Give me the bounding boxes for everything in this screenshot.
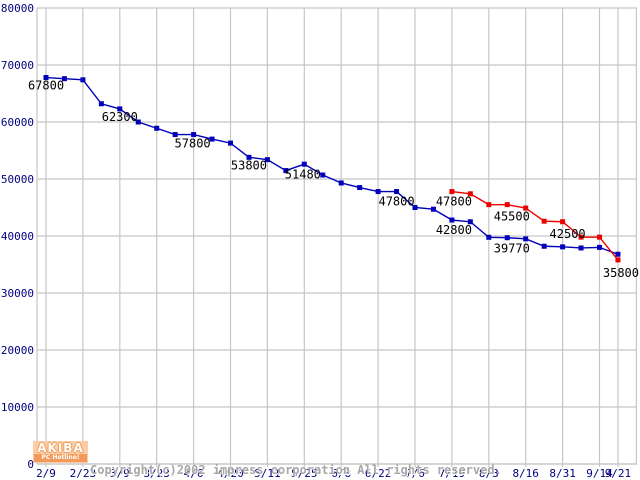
x-axis-label: 8/3 bbox=[479, 467, 499, 480]
point-value-label: 57800 bbox=[175, 137, 211, 151]
price-series-blue-marker bbox=[61, 76, 67, 82]
price-series-blue-marker bbox=[394, 189, 400, 195]
price-series-red-marker bbox=[615, 257, 621, 263]
point-value-label: 51480 bbox=[285, 168, 321, 182]
y-axis-label: 70000 bbox=[1, 59, 34, 72]
price-series-blue-marker bbox=[283, 168, 289, 174]
x-axis-label: 4/6 bbox=[184, 467, 204, 480]
price-series-red-marker bbox=[467, 191, 473, 197]
point-value-label: 67800 bbox=[28, 79, 64, 93]
price-series-red-marker bbox=[504, 202, 510, 208]
price-series-red-marker bbox=[560, 219, 566, 225]
price-series-red-marker bbox=[597, 234, 602, 240]
y-axis-label: 0 bbox=[27, 458, 34, 471]
price-series-blue-marker bbox=[80, 77, 86, 83]
price-series-red-marker bbox=[541, 218, 547, 224]
price-series-blue-marker bbox=[375, 189, 381, 195]
price-series-blue-marker bbox=[228, 140, 233, 146]
y-axis-label: 10000 bbox=[1, 401, 34, 414]
point-value-label: 35800 bbox=[603, 266, 639, 280]
price-series-blue-marker bbox=[357, 185, 363, 191]
point-value-label: 45500 bbox=[494, 210, 530, 224]
price-series-blue-marker bbox=[430, 206, 436, 212]
x-axis-label: 3/23 bbox=[143, 467, 170, 480]
price-series-red-marker bbox=[449, 189, 455, 195]
x-axis-label: 6/22 bbox=[365, 467, 392, 480]
x-axis-label: 5/25 bbox=[291, 467, 318, 480]
price-series-blue-marker bbox=[578, 245, 584, 251]
price-series-red-line bbox=[451, 190, 619, 261]
x-axis-label: 7/6 bbox=[405, 467, 425, 480]
point-value-label: 42500 bbox=[550, 227, 586, 241]
x-axis-label: 4/20 bbox=[217, 467, 244, 480]
price-series-blue-marker bbox=[246, 154, 252, 160]
price-series-blue-marker bbox=[172, 132, 178, 138]
price-series-blue-marker bbox=[135, 119, 141, 125]
price-series-blue-marker bbox=[43, 75, 49, 81]
price-series-blue-line bbox=[45, 76, 619, 255]
logo-pc-hotline-text: PC Hotline! bbox=[34, 454, 87, 462]
price-series-blue-marker bbox=[209, 136, 215, 142]
akiba-logo: AKIBA PC Hotline! bbox=[33, 441, 88, 463]
x-axis-label: 9/14 bbox=[586, 467, 613, 480]
y-axis-label: 50000 bbox=[1, 173, 34, 186]
x-axis-label: 9/21 bbox=[605, 467, 632, 480]
y-axis-label: 20000 bbox=[1, 344, 34, 357]
price-series-blue-marker bbox=[154, 125, 160, 131]
price-series-red-marker bbox=[578, 234, 584, 240]
price-series-red-marker bbox=[523, 205, 529, 211]
x-axis-label: 2/9 bbox=[36, 467, 56, 480]
point-value-label: 42800 bbox=[436, 223, 472, 237]
price-series-blue-marker bbox=[264, 157, 270, 163]
copyright-line: Copyright(c)2002 impress corporation All… bbox=[90, 463, 502, 477]
point-value-label: 47800 bbox=[378, 195, 414, 209]
x-axis-label: 2/23 bbox=[70, 467, 97, 480]
price-series-blue-marker bbox=[301, 161, 307, 167]
y-axis-label: 60000 bbox=[1, 116, 34, 129]
price-series-blue-marker bbox=[541, 243, 547, 249]
price-series-blue-marker bbox=[320, 172, 326, 178]
point-value-label: 53800 bbox=[231, 158, 267, 172]
price-series-blue-marker bbox=[449, 217, 455, 223]
y-axis-label: 40000 bbox=[1, 230, 34, 243]
price-series-blue-marker bbox=[191, 132, 197, 138]
price-series-blue-marker bbox=[560, 244, 566, 250]
y-axis-label: 30000 bbox=[1, 287, 34, 300]
price-series-blue-marker bbox=[467, 219, 473, 225]
x-axis-label: 8/31 bbox=[549, 467, 576, 480]
price-series-blue-marker bbox=[338, 180, 344, 186]
footer-copyright: Copyright(c)2002 impress corporation All… bbox=[90, 440, 502, 480]
price-series-blue-marker bbox=[523, 236, 529, 242]
x-axis-label: 8/16 bbox=[512, 467, 539, 480]
logo-akiba-text: AKIBA bbox=[37, 441, 84, 455]
x-axis-label: 7/19 bbox=[439, 467, 466, 480]
price-series-blue-marker bbox=[98, 101, 104, 107]
price-series-blue-marker bbox=[615, 251, 621, 257]
price-series-blue-marker bbox=[597, 244, 602, 250]
point-value-label: 39770 bbox=[494, 241, 530, 255]
x-axis-label: 6/8 bbox=[331, 467, 351, 480]
y-axis-label: 80000 bbox=[1, 2, 34, 15]
point-value-label: 47800 bbox=[436, 195, 472, 209]
price-series-red-marker bbox=[486, 202, 492, 208]
x-axis-label: 5/11 bbox=[254, 467, 281, 480]
price-series-blue-marker bbox=[117, 106, 123, 112]
point-value-label: 62300 bbox=[102, 110, 138, 124]
price-series-blue-marker bbox=[486, 234, 492, 240]
price-series-blue-marker bbox=[504, 235, 510, 241]
x-axis-label: 3/9 bbox=[110, 467, 130, 480]
price-series-blue-marker bbox=[412, 205, 418, 210]
